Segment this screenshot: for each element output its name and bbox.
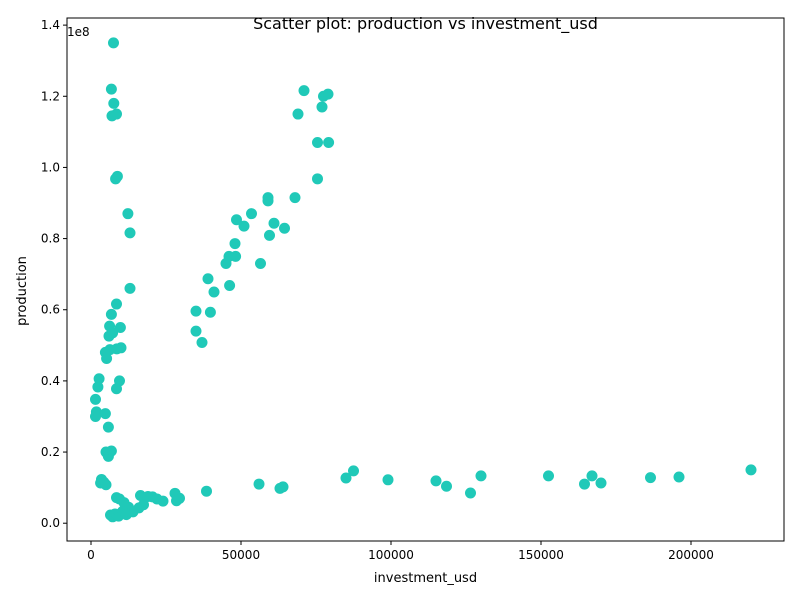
data-point <box>253 478 265 490</box>
plot-area-frame <box>66 17 785 542</box>
data-point <box>111 383 122 395</box>
data-point <box>90 393 101 405</box>
data-point <box>289 192 301 204</box>
y-axis-label: production <box>15 256 30 326</box>
data-point <box>323 137 335 149</box>
data-point <box>475 470 487 482</box>
data-point <box>111 108 122 120</box>
data-point <box>229 238 241 250</box>
data-point <box>382 474 394 486</box>
data-point <box>111 170 123 182</box>
data-point <box>105 308 117 320</box>
data-point <box>204 306 216 318</box>
data-point <box>105 83 117 95</box>
data-point <box>108 37 119 49</box>
data-point <box>340 472 352 484</box>
data-point <box>231 214 242 226</box>
data-point <box>673 471 685 483</box>
data-point <box>114 322 126 334</box>
data-point <box>111 298 122 310</box>
data-point <box>202 273 214 285</box>
data-point <box>190 305 202 317</box>
data-point <box>238 220 250 232</box>
x-tick-label: 100000 <box>368 548 414 562</box>
data-point <box>255 257 266 269</box>
data-point <box>465 487 476 499</box>
data-point <box>312 137 323 149</box>
data-point <box>322 88 334 100</box>
data-point <box>316 101 328 113</box>
data-point <box>277 481 289 493</box>
x-tick-label: 0 <box>87 548 95 562</box>
data-point <box>441 480 452 492</box>
y-tick-label: 1.4 <box>41 18 60 32</box>
data-point <box>124 227 136 239</box>
data-point <box>264 229 275 241</box>
axis-ticks: 0 50000 100000 150000 200000 0.0 0.2 0.4 0.6 0.8 1… <box>41 18 714 562</box>
x-tick-label: 50000 <box>222 548 260 562</box>
data-point <box>430 475 442 487</box>
data-point <box>262 195 274 207</box>
data-point <box>543 470 554 482</box>
chart-title: Scatter plot: production vs investment_u… <box>253 14 598 34</box>
y-tick-label: 1.2 <box>41 89 60 103</box>
data-point <box>174 492 185 504</box>
data-point <box>201 485 212 497</box>
x-tick-label: 200000 <box>668 548 714 562</box>
data-point <box>208 286 220 298</box>
data-point <box>102 421 114 433</box>
data-point <box>230 250 242 262</box>
data-point <box>100 479 112 491</box>
data-point <box>115 342 127 354</box>
data-point <box>190 325 202 337</box>
data-point <box>745 464 757 476</box>
y-tick-label: 0.4 <box>41 374 60 388</box>
data-point <box>157 495 169 507</box>
data-point <box>586 470 598 482</box>
scatter-points <box>90 37 757 523</box>
data-point <box>268 217 280 229</box>
x-axis-label: investment_usd <box>374 571 477 586</box>
data-point <box>92 381 104 393</box>
data-point <box>196 336 208 348</box>
data-point <box>312 173 323 185</box>
data-point <box>579 478 590 490</box>
data-point <box>595 477 607 489</box>
data-point <box>292 108 304 120</box>
data-point <box>90 410 101 422</box>
data-point <box>298 85 310 97</box>
data-point <box>105 445 117 457</box>
data-point <box>122 208 134 220</box>
y-tick-label: 0.0 <box>41 516 60 530</box>
x-tick-label: 150000 <box>518 548 564 562</box>
data-point <box>645 472 656 484</box>
y-axis-multiplier: 1e8 <box>67 25 90 39</box>
y-tick-label: 1.0 <box>41 160 60 174</box>
data-point <box>348 465 359 477</box>
data-point <box>279 222 290 234</box>
data-point <box>224 280 236 292</box>
data-point <box>246 208 257 220</box>
data-point <box>107 327 119 339</box>
data-point <box>124 282 136 294</box>
y-tick-label: 0.2 <box>41 445 60 459</box>
data-point <box>108 97 120 109</box>
y-tick-label: 0.6 <box>41 303 60 317</box>
y-tick-label: 0.8 <box>41 232 60 246</box>
data-point <box>120 509 132 521</box>
data-point <box>99 408 111 420</box>
